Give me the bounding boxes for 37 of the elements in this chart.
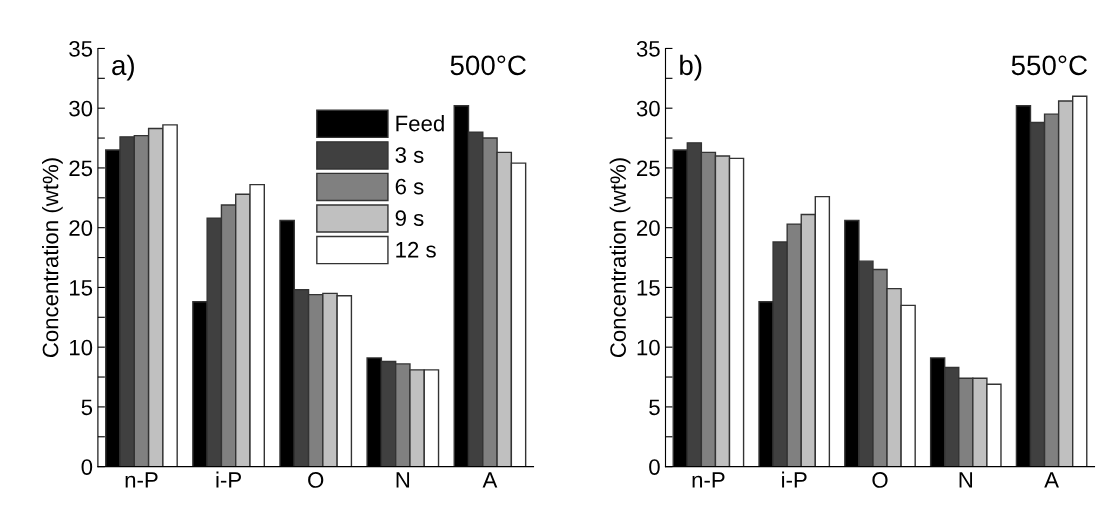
x-tick-label: A: [1044, 472, 1059, 488]
y-tick-label: 15: [637, 280, 660, 296]
y-tick-label: 20: [69, 220, 93, 236]
y-axis-title: Concentration (wt%): [42, 158, 63, 358]
y-axis-title: Concentration (wt%): [609, 158, 631, 358]
y-tick-label: 15: [70, 280, 93, 296]
x-tick-label: A: [482, 472, 498, 488]
annotation: 550°C: [1011, 55, 1088, 76]
legend-label: 9 s: [395, 210, 424, 227]
x-tick-label: i-P: [216, 471, 241, 488]
legend-label: 3 s: [395, 147, 424, 163]
annotation: b): [680, 54, 702, 81]
x-tick-label: n-P: [692, 472, 725, 488]
y-tick-label: 20: [637, 220, 660, 236]
y-tick-label: 30: [636, 100, 660, 117]
y-tick-label: 35: [636, 40, 660, 57]
y-tick-label: 35: [69, 40, 93, 57]
y-tick-label: 30: [69, 100, 93, 117]
x-tick-label: N: [396, 472, 410, 488]
y-tick-label: 25: [637, 160, 660, 177]
x-tick-label: i-P: [782, 471, 807, 488]
x-tick-label: O: [872, 472, 888, 488]
legend-label: 6 s: [395, 178, 424, 195]
legend-label: Feed: [396, 115, 444, 132]
x-tick-label: O: [308, 472, 324, 488]
y-tick-label: 5: [81, 399, 93, 416]
legend-label: 12 s: [396, 241, 436, 258]
y-tick-label: 10: [637, 339, 660, 356]
y-tick-label: 0: [81, 459, 93, 475]
annotation: 500°C: [450, 55, 526, 76]
y-tick-label: 25: [69, 160, 93, 177]
y-tick-label: 10: [70, 339, 93, 356]
x-tick-label: n-P: [125, 472, 158, 488]
y-tick-label: 0: [649, 459, 660, 475]
y-tick-label: 5: [649, 399, 660, 416]
x-tick-label: N: [959, 472, 973, 488]
annotation: a): [112, 54, 134, 81]
